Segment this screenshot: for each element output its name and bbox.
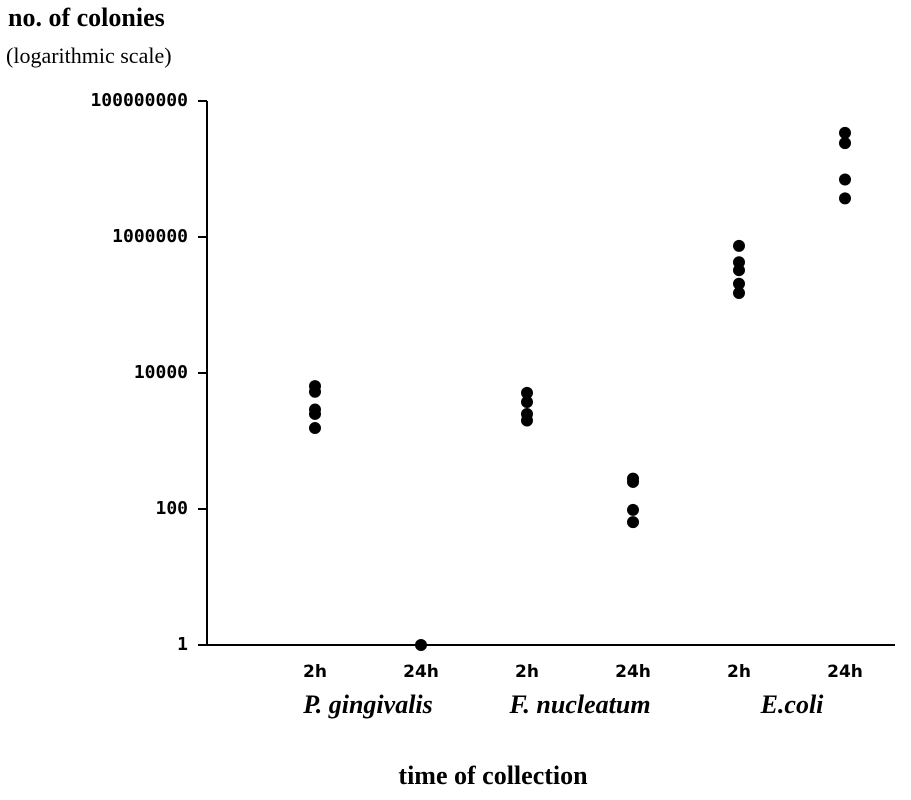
dot <box>839 192 851 205</box>
dot <box>627 475 639 488</box>
x-tick-label: 2h <box>303 662 327 682</box>
x-tick-label: 24h <box>827 662 863 682</box>
dot <box>733 287 745 300</box>
x-tick-label: 2h <box>515 662 539 682</box>
dot <box>521 414 533 427</box>
dot <box>521 395 533 408</box>
dot <box>839 137 851 150</box>
x-tick-label: 24h <box>403 662 439 682</box>
y-tick-label: 1000000 <box>112 226 188 247</box>
chart-title: no. of colonies <box>8 3 165 32</box>
dot <box>521 386 533 399</box>
y-tick-label: 1 <box>177 634 188 655</box>
dot <box>309 407 321 420</box>
group-label: P. gingivalis <box>303 690 433 719</box>
x-tick-label: 2h <box>727 662 751 682</box>
group-label: E.coli <box>760 690 824 719</box>
x-tick-label: 24h <box>615 662 651 682</box>
dot <box>627 516 639 529</box>
dot <box>839 173 851 186</box>
dot <box>733 239 745 252</box>
group-label: F. nucleatum <box>509 690 651 719</box>
dot <box>415 639 427 651</box>
y-tick-label: 10000 <box>134 362 188 383</box>
dot <box>733 264 745 277</box>
y-tick-label: 100000000 <box>90 90 188 111</box>
dot <box>627 503 639 516</box>
chart-subtitle: (logarithmic scale) <box>6 43 172 68</box>
dot <box>733 277 745 290</box>
dot <box>309 385 321 398</box>
x-axis-label: time of collection <box>398 761 588 790</box>
y-tick-label: 100 <box>155 498 188 519</box>
dot <box>839 126 851 139</box>
dot <box>309 422 321 435</box>
